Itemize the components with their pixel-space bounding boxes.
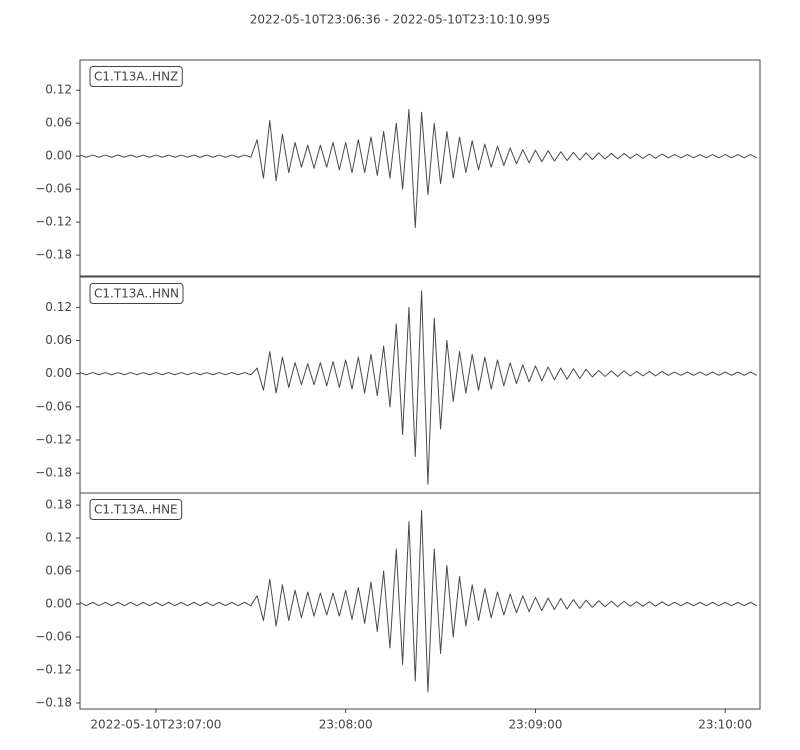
y-tick-label: −0.06	[35, 182, 72, 196]
y-tick-label: 0.06	[45, 564, 72, 578]
trace-label-box	[89, 283, 184, 304]
panel	[80, 510, 758, 693]
y-tick-label: −0.18	[35, 466, 72, 480]
waveform	[80, 510, 758, 693]
x-tick-label: 23:08:00	[319, 718, 373, 732]
x-tick-label: 2022-05-10T23:07:00	[90, 718, 221, 732]
y-tick-label: 0.12	[45, 300, 72, 314]
x-tick-label: 23:10:00	[698, 718, 752, 732]
y-tick-label: −0.12	[35, 662, 72, 676]
panel-frame	[79, 59, 761, 277]
y-tick-label: −0.12	[35, 215, 72, 229]
panel-frame	[79, 492, 761, 710]
y-tick-label: −0.06	[35, 630, 72, 644]
y-tick-label: 0.06	[45, 116, 72, 130]
y-tick-label: 0.00	[45, 149, 72, 163]
y-tick-label: −0.06	[35, 399, 72, 413]
y-tick-label: 0.06	[45, 333, 72, 347]
waveform	[80, 108, 758, 229]
y-tick-label: −0.18	[35, 248, 72, 262]
y-tick-label: −0.12	[35, 432, 72, 446]
x-tick-label: 23:09:00	[508, 718, 562, 732]
trace-label: C1.T13A..HNN	[94, 287, 179, 301]
y-tick-label: 0.00	[45, 597, 72, 611]
y-tick-label: 0.00	[45, 366, 72, 380]
trace-label-box	[89, 499, 183, 520]
y-tick-label: −0.18	[35, 695, 72, 709]
waveform	[80, 290, 758, 485]
panel	[80, 108, 758, 229]
y-tick-label: 0.18	[45, 498, 72, 512]
trace-label: C1.T13A..HNE	[94, 503, 178, 517]
trace-label: C1.T13A..HNZ	[94, 70, 178, 84]
trace-label-box	[89, 66, 183, 87]
y-tick-label: 0.12	[45, 531, 72, 545]
panel-frame	[79, 276, 761, 494]
panel	[80, 290, 758, 485]
y-tick-label: 0.12	[45, 83, 72, 97]
chart-title: 2022-05-10T23:06:36 - 2022-05-10T23:10:1…	[250, 13, 551, 27]
